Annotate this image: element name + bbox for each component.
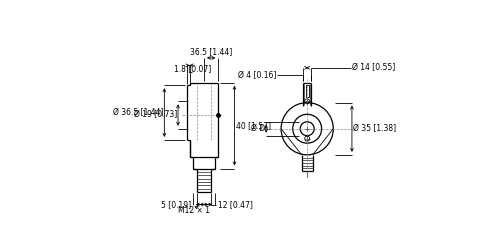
Text: Ø 14 [0.55]: Ø 14 [0.55] xyxy=(352,63,395,72)
Text: Ø 19 [0.73]: Ø 19 [0.73] xyxy=(134,110,178,120)
Text: Ø 4 [0.16]: Ø 4 [0.16] xyxy=(238,71,276,80)
Text: M12 × 1: M12 × 1 xyxy=(178,206,210,215)
Text: 12 [0.47]: 12 [0.47] xyxy=(218,200,252,209)
Text: Ø D: Ø D xyxy=(251,124,265,133)
Text: 5 [0.19]: 5 [0.19] xyxy=(162,200,192,209)
Text: Ø 35 [1.38]: Ø 35 [1.38] xyxy=(353,124,397,133)
Text: 40 [1.57]: 40 [1.57] xyxy=(236,121,270,130)
Bar xyxy=(306,85,308,97)
Text: 1.8 [0.07]: 1.8 [0.07] xyxy=(174,64,211,74)
Text: 36.5 [1.44]: 36.5 [1.44] xyxy=(190,47,232,56)
Text: Ø 36.5 [1.44]: Ø 36.5 [1.44] xyxy=(114,108,164,117)
